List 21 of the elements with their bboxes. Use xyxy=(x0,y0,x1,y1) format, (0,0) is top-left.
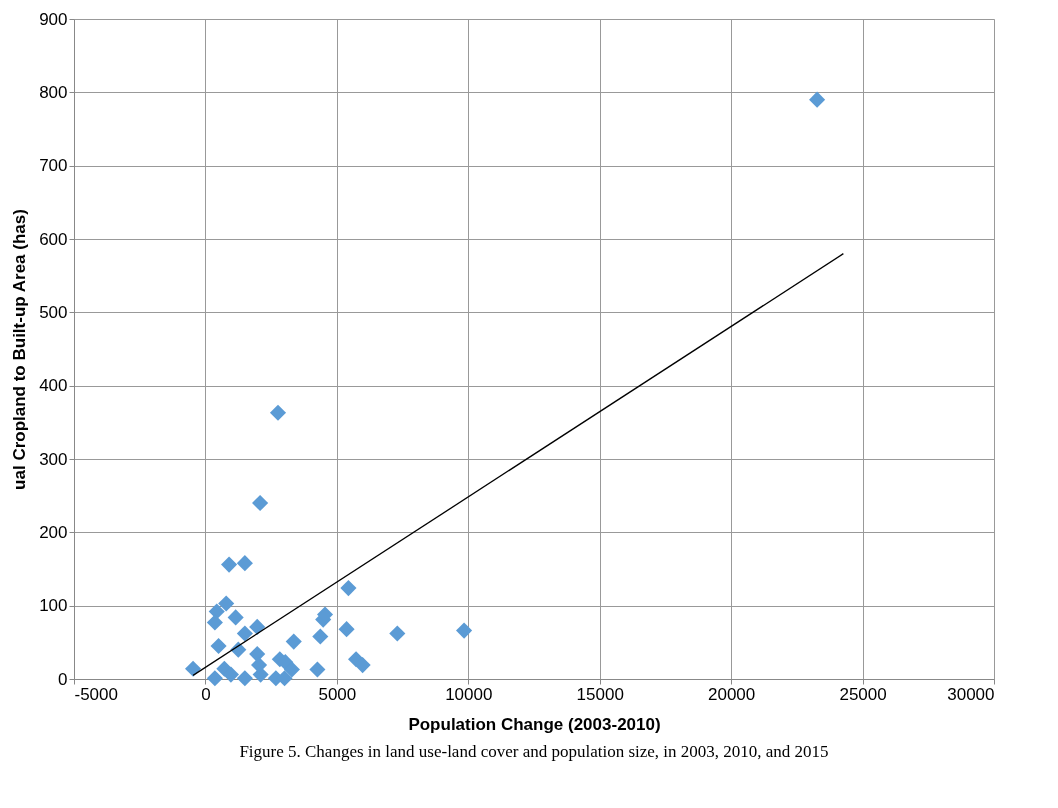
x-tick-label: 0 xyxy=(201,684,211,704)
y-tick-label: 100 xyxy=(39,596,68,616)
x-tick-label: 5000 xyxy=(318,684,357,704)
y-tick-label: 300 xyxy=(39,449,68,469)
caption: Figure 5. Changes in land use-land cover and population size, in 2003, 2010, and 2015 xyxy=(239,742,829,761)
y-tick-label: 0 xyxy=(58,669,68,689)
y-tick-label: 700 xyxy=(39,156,68,176)
x-tick-label: 20000 xyxy=(708,684,756,704)
x-tick-label: 15000 xyxy=(576,684,624,704)
y-tick-label: 200 xyxy=(39,522,68,542)
x-tick-label: 25000 xyxy=(839,684,887,704)
x-tick-label: 10000 xyxy=(445,684,493,704)
x-axis-title: Population Change (2003-2010) xyxy=(408,714,661,734)
y-axis-title: ual Cropland to Built-up Area (has) xyxy=(10,209,30,490)
y-tick-label: 900 xyxy=(39,9,68,29)
y-tick-label: 500 xyxy=(39,302,68,322)
x-tick-label: 30000 xyxy=(947,684,995,704)
y-tick-label: 800 xyxy=(39,82,68,102)
x-tick-label: -5000 xyxy=(74,684,118,704)
y-tick-label: 600 xyxy=(39,229,68,249)
y-tick-label: 400 xyxy=(39,376,68,396)
